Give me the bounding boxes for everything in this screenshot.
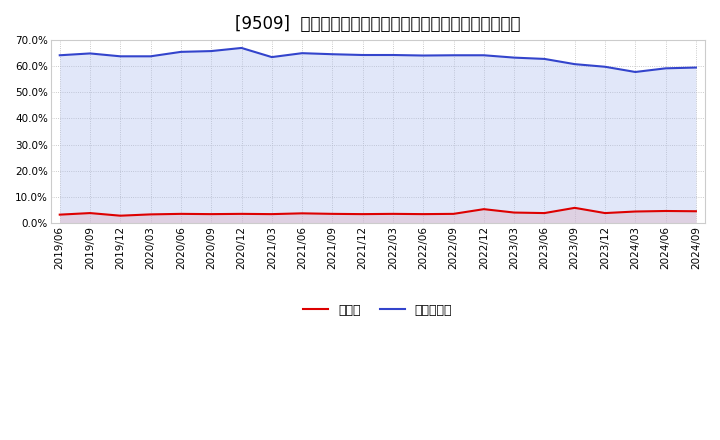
- 現領金: [328, 211, 337, 216]
- 現領金: [86, 210, 94, 216]
- 現領金: [480, 206, 488, 212]
- 有利子負債: [540, 56, 549, 62]
- 現領金: [116, 213, 125, 218]
- 有利子負債: [449, 53, 458, 58]
- 現領金: [176, 211, 185, 216]
- 有利子負債: [298, 51, 307, 56]
- 有利子負債: [55, 53, 64, 58]
- 現領金: [692, 209, 701, 214]
- 有利子負債: [359, 52, 367, 58]
- 現領金: [389, 211, 397, 216]
- Title: [9509]  現領金、有利子負債の総資産に対すも比率の推移: [9509] 現領金、有利子負債の総資産に対すも比率の推移: [235, 15, 521, 33]
- 有利子負債: [207, 48, 215, 54]
- 現領金: [540, 210, 549, 216]
- 現領金: [237, 211, 246, 216]
- 有利子負債: [328, 51, 337, 57]
- 現領金: [267, 212, 276, 217]
- 現領金: [146, 212, 155, 217]
- 有利子負債: [86, 51, 94, 56]
- 有利子負債: [419, 53, 428, 58]
- 有利子負債: [146, 54, 155, 59]
- 現領金: [510, 210, 518, 215]
- 有利子負債: [631, 70, 639, 75]
- Legend: 現領金, 有利子負債: 現領金, 有利子負債: [299, 299, 457, 322]
- 現領金: [661, 209, 670, 214]
- 有利子負債: [692, 65, 701, 70]
- 現領金: [359, 212, 367, 217]
- 有利子負債: [267, 55, 276, 60]
- 現領金: [570, 205, 579, 210]
- Line: 現領金: 現領金: [60, 208, 696, 216]
- 有利子負債: [116, 54, 125, 59]
- 有利子負債: [237, 45, 246, 51]
- 有利子負債: [389, 52, 397, 58]
- 現領金: [55, 212, 64, 217]
- 現領金: [449, 211, 458, 216]
- Line: 有利子負債: 有利子負債: [60, 48, 696, 72]
- 有利子負債: [570, 62, 579, 67]
- 現領金: [600, 210, 609, 216]
- 有利子負債: [480, 53, 488, 58]
- 有利子負債: [600, 64, 609, 70]
- 現領金: [631, 209, 639, 214]
- 現領金: [298, 211, 307, 216]
- 現領金: [419, 212, 428, 217]
- 有利子負債: [510, 55, 518, 60]
- 現領金: [207, 212, 215, 217]
- 有利子負債: [176, 49, 185, 55]
- 有利子負債: [661, 66, 670, 71]
